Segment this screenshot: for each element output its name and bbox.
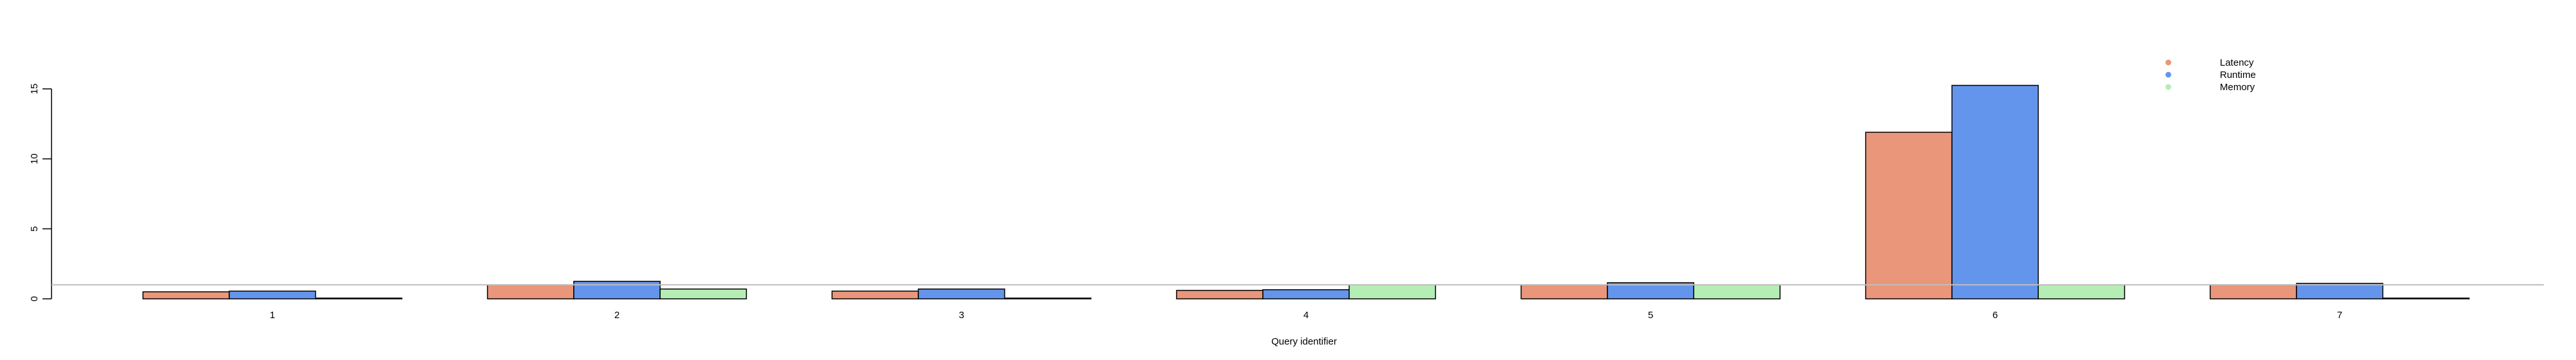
- x-tick-label: 4: [1303, 310, 1309, 321]
- bar-runtime-6: [1951, 84, 2039, 299]
- bar-latency-1: [142, 291, 230, 299]
- x-tick-label: 5: [1648, 310, 1653, 321]
- bar-memory-4: [1349, 284, 1436, 299]
- legend-swatch-runtime: [2165, 71, 2172, 78]
- x-tick-label: 6: [1993, 310, 1998, 321]
- bar-runtime-7: [2296, 283, 2383, 299]
- x-tick-label: 1: [270, 310, 275, 321]
- bar-memory-1: [315, 298, 402, 299]
- y-tick-label: 5: [29, 226, 40, 231]
- bar-latency-4: [1176, 290, 1264, 299]
- bar-latency-7: [2210, 284, 2297, 299]
- axes: 0 5 10 15: [29, 84, 52, 301]
- legend-swatch-memory: [2165, 84, 2172, 90]
- legend-label-memory: Memory: [2220, 82, 2255, 93]
- legend-label-runtime: Runtime: [2220, 70, 2256, 81]
- bar-runtime-3: [918, 289, 1005, 299]
- y-tick-label: 10: [29, 153, 40, 164]
- bar-runtime-2: [573, 281, 661, 299]
- bars: 1 2 3 4 5 6 7: [142, 84, 2470, 321]
- bar-latency-5: [1520, 284, 1608, 299]
- bar-latency-6: [1865, 131, 1953, 299]
- bar-memory-5: [1693, 284, 1781, 299]
- y-tick-label: 0: [29, 296, 40, 301]
- x-axis-title: Query identifier: [1271, 336, 1337, 347]
- bar-latency-3: [831, 290, 919, 299]
- y-tick-label: 15: [29, 84, 40, 95]
- x-tick-label: 3: [959, 310, 964, 321]
- bar-memory-6: [2038, 284, 2125, 299]
- bar-runtime-4: [1262, 289, 1350, 299]
- bar-runtime-1: [229, 290, 316, 299]
- bar-memory-3: [1004, 298, 1092, 299]
- bar-latency-2: [487, 284, 574, 299]
- legend-label-latency: Latency: [2220, 57, 2254, 68]
- legend-swatch-latency: [2165, 59, 2172, 66]
- x-tick-label: 2: [614, 310, 620, 321]
- bar-memory-7: [2382, 298, 2470, 299]
- bar-memory-2: [659, 289, 747, 299]
- x-tick-label: 7: [2337, 310, 2342, 321]
